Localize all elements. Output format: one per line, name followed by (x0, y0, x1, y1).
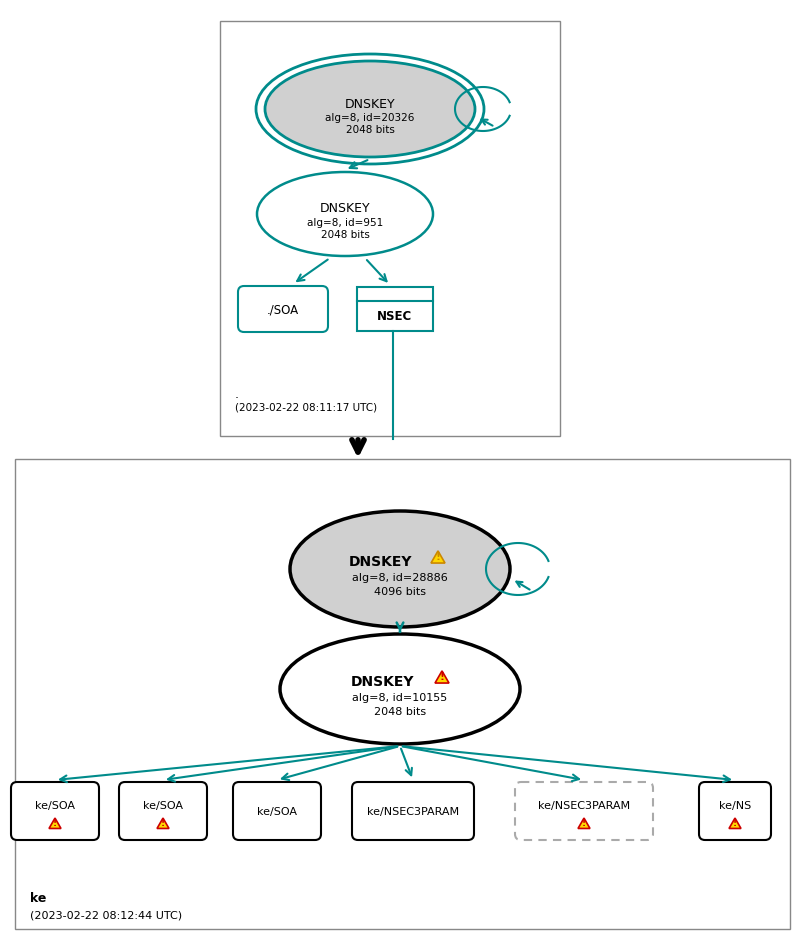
Polygon shape (729, 818, 741, 829)
Text: !: ! (582, 818, 586, 827)
Ellipse shape (257, 173, 433, 257)
Bar (220, 22, 560, 436)
Polygon shape (49, 818, 61, 829)
Text: (2023-02-22 08:11:17 UTC): (2023-02-22 08:11:17 UTC) (235, 402, 377, 413)
Text: .: . (235, 387, 239, 400)
Text: ke/SOA: ke/SOA (257, 806, 297, 817)
Polygon shape (157, 818, 169, 829)
Text: alg=8, id=28886: alg=8, id=28886 (352, 572, 448, 582)
Bar (357, 288, 433, 331)
Text: 2048 bits: 2048 bits (374, 706, 426, 716)
Text: DNSKEY: DNSKEY (345, 97, 395, 110)
Text: 2048 bits: 2048 bits (320, 229, 370, 240)
Bar (15, 460, 790, 929)
Polygon shape (431, 551, 445, 564)
Polygon shape (578, 818, 590, 829)
FancyBboxPatch shape (238, 287, 328, 332)
Text: !: ! (436, 552, 441, 562)
Text: alg=8, id=10155: alg=8, id=10155 (353, 692, 448, 702)
Text: alg=8, id=20326: alg=8, id=20326 (325, 113, 415, 123)
Text: !: ! (440, 672, 445, 682)
Text: DNSKEY: DNSKEY (320, 202, 370, 215)
Text: alg=8, id=951: alg=8, id=951 (307, 218, 383, 228)
Text: DNSKEY: DNSKEY (349, 554, 412, 568)
Text: 4096 bits: 4096 bits (374, 586, 426, 597)
FancyBboxPatch shape (119, 783, 207, 840)
FancyBboxPatch shape (699, 783, 771, 840)
Polygon shape (435, 671, 449, 683)
Text: NSEC: NSEC (378, 310, 412, 322)
Ellipse shape (290, 512, 510, 628)
Ellipse shape (280, 634, 520, 744)
Text: 2048 bits: 2048 bits (345, 125, 395, 135)
Text: ke/SOA: ke/SOA (143, 801, 183, 810)
Text: ke/NS: ke/NS (719, 801, 751, 810)
Ellipse shape (265, 62, 475, 158)
Text: ./SOA: ./SOA (267, 303, 299, 316)
Text: ke: ke (30, 890, 46, 903)
Text: ke/SOA: ke/SOA (35, 801, 75, 810)
Text: DNSKEY: DNSKEY (350, 674, 414, 688)
FancyBboxPatch shape (515, 783, 653, 840)
Text: ke/NSEC3PARAM: ke/NSEC3PARAM (538, 801, 630, 810)
FancyBboxPatch shape (233, 783, 321, 840)
Text: ke/NSEC3PARAM: ke/NSEC3PARAM (367, 806, 459, 817)
Text: !: ! (161, 818, 165, 827)
FancyBboxPatch shape (11, 783, 99, 840)
FancyBboxPatch shape (352, 783, 474, 840)
Text: !: ! (733, 818, 737, 827)
Text: !: ! (53, 818, 57, 827)
Text: (2023-02-22 08:12:44 UTC): (2023-02-22 08:12:44 UTC) (30, 910, 182, 920)
